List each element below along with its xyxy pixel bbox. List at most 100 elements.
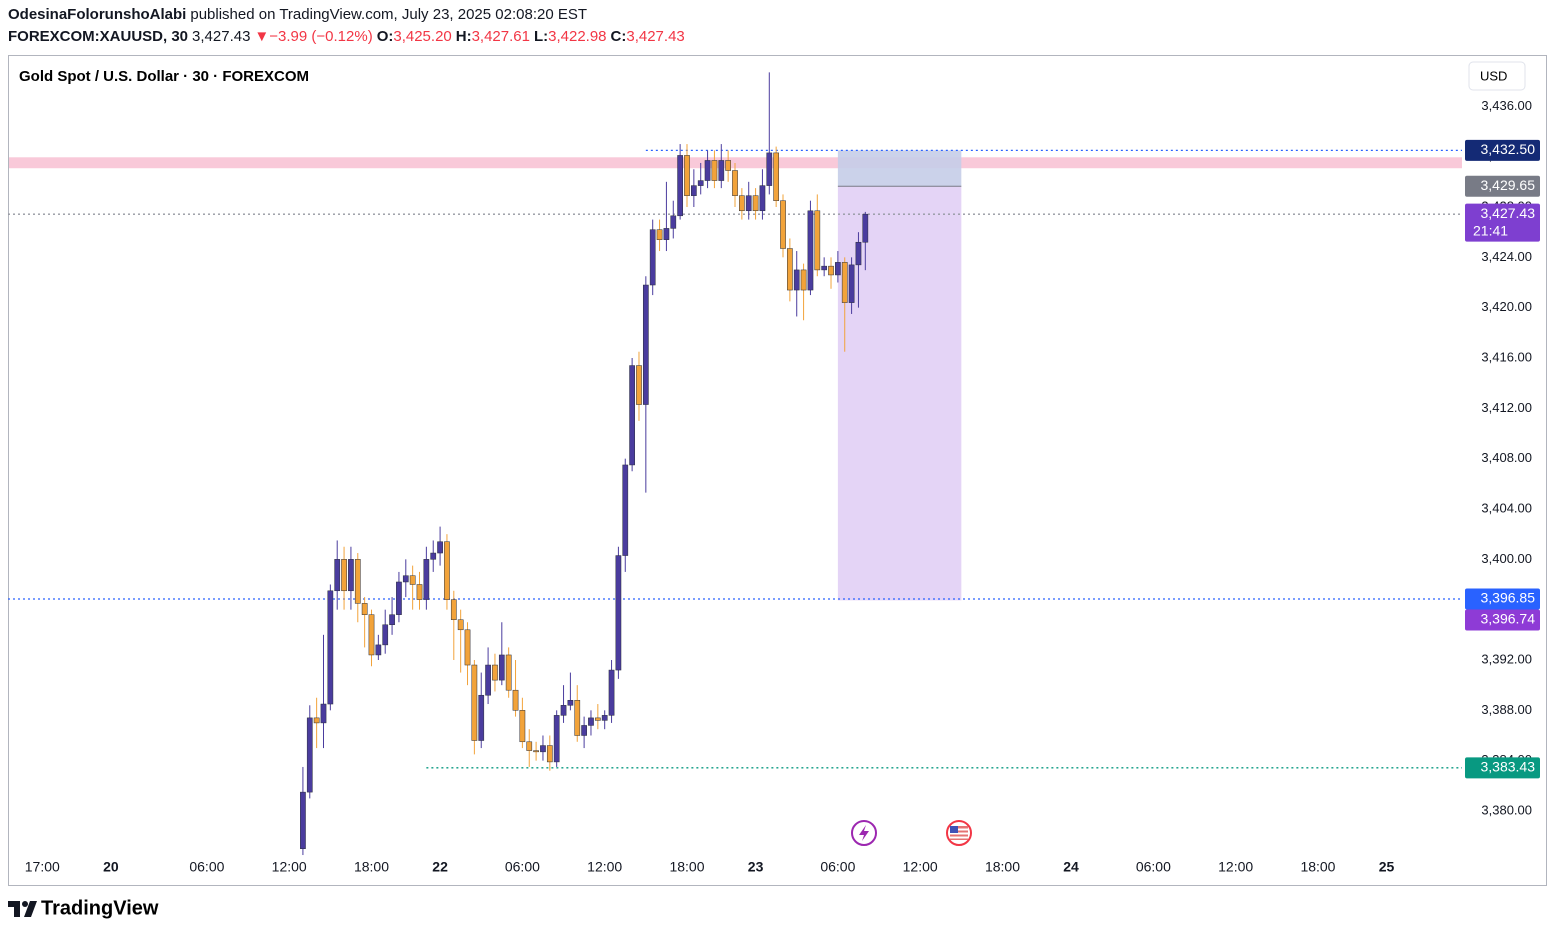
price-badge-label: 3,432.50: [1481, 141, 1536, 157]
x-tick-label: 23: [748, 859, 764, 875]
candle-body: [526, 741, 533, 751]
ohlc: O:3,425.20 H:3,427.61 L:3,422.98 C:3,427.43: [377, 28, 689, 45]
candle-body: [677, 155, 683, 217]
candle-body: [560, 705, 567, 716]
y-tick-label: 3,384.00: [1481, 752, 1532, 767]
candle-body: [382, 624, 389, 646]
x-tick-label: 17:00: [25, 859, 60, 875]
candle-body: [828, 265, 834, 276]
candle-body: [656, 229, 663, 240]
y-tick-label: 3,392.00: [1481, 651, 1532, 666]
candle-body: [615, 555, 622, 671]
x-tick-label: 12:00: [272, 859, 307, 875]
x-tick-label: 12:00: [1218, 859, 1253, 875]
candle-body: [375, 644, 382, 656]
candle-body: [759, 185, 766, 212]
candle-body: [464, 629, 471, 666]
candle-body: [505, 654, 512, 691]
publish-line: OdesinaFolorunshoAlabi published on Tradi…: [8, 6, 591, 23]
currency-box[interactable]: [1468, 61, 1526, 91]
candle-body: [512, 689, 519, 711]
change-arrow: ▼: [254, 28, 270, 45]
target-area: [837, 186, 962, 601]
candle-body: [622, 464, 629, 556]
candle-body: [773, 152, 780, 201]
candle-body: [533, 750, 539, 753]
currency: USD: [1480, 68, 1507, 83]
candle-body: [581, 725, 587, 736]
candle-body: [629, 365, 635, 466]
candle-body: [574, 700, 581, 736]
x-tick-label: 25: [1379, 859, 1395, 875]
ohlc-label: L:: [533, 28, 549, 45]
publish-info: published on TradingView.com, July 23, 2…: [190, 6, 588, 23]
candle-body: [862, 213, 869, 243]
candle-body: [546, 745, 553, 763]
candle-body: [306, 717, 313, 793]
y-tick-label: 3,380.00: [1481, 802, 1532, 817]
candle-body: [704, 160, 711, 181]
candle-body: [423, 559, 430, 600]
candle-body: [780, 200, 786, 249]
ohlc-label: O:: [376, 28, 394, 45]
y-tick-label: 3,400.00: [1481, 551, 1532, 566]
candle-body: [636, 365, 642, 405]
candle-body: [334, 559, 341, 592]
candle-body: [725, 160, 731, 171]
quote-line: FOREXCOM:XAUUSD, 30 3,427.43 ▼−3.99 (−0.12…: [8, 28, 693, 45]
y-tick-label: 3,404.00: [1481, 500, 1532, 515]
candle-body: [841, 262, 848, 303]
candle-body: [711, 160, 718, 181]
x-tick-label: 12:00: [903, 859, 938, 875]
symbol: FOREXCOM:XAUUSD, 30: [8, 28, 189, 45]
ohlc-label: C:: [610, 28, 627, 45]
tradingview-logo: [8, 901, 37, 917]
candle-body: [368, 614, 375, 656]
candle-body: [807, 210, 814, 291]
candle-body: [320, 703, 327, 724]
candle-body: [430, 552, 437, 560]
candle-body: [649, 229, 656, 286]
candle-body: [855, 241, 862, 266]
ohlc-label: H:: [455, 28, 472, 45]
candle-body: [402, 575, 409, 583]
brand: TradingView: [41, 897, 159, 919]
x-tick-label: 18:00: [985, 859, 1020, 875]
candle-body: [752, 195, 759, 212]
candle-body: [567, 700, 574, 706]
candle-body: [821, 265, 828, 271]
candle-body: [519, 710, 526, 743]
x-tick-label: 06:00: [820, 859, 855, 875]
candle-body: [498, 654, 505, 681]
y-tick-label: 3,388.00: [1481, 702, 1532, 717]
lightning-icon[interactable]: [851, 820, 877, 846]
ohlc-value: 3,422.98: [548, 28, 607, 45]
y-tick-label: 3,416.00: [1481, 349, 1532, 364]
candle-body: [848, 264, 855, 303]
us-flag-icon[interactable]: [946, 820, 972, 846]
stop-area: [837, 150, 962, 187]
candle-body: [718, 160, 725, 181]
last-price: 3,427.43: [192, 28, 251, 45]
candle-body: [471, 664, 478, 741]
chart-frame: [8, 55, 1547, 886]
chart-title: Gold Spot / U.S. Dollar · 30 · FOREXCOM: [19, 68, 309, 85]
x-tick-label: 18:00: [669, 859, 704, 875]
price-badge: [1465, 203, 1540, 242]
candle-body: [450, 599, 457, 620]
y-tick-label: 3,428.00: [1481, 198, 1532, 213]
candle-body: [437, 541, 443, 554]
candle-body: [444, 541, 450, 600]
countdown: 21:41: [1473, 222, 1508, 238]
candle-body: [313, 717, 320, 724]
y-tick-label: 3,424.00: [1481, 249, 1532, 264]
candle-body: [745, 195, 752, 212]
candle-body: [594, 717, 601, 721]
candle-body: [800, 269, 807, 291]
price-badge-label: 3,427.43: [1481, 205, 1536, 221]
candle-body: [416, 584, 423, 600]
candle-body: [540, 745, 546, 753]
candle-body: [327, 590, 334, 705]
candle-body: [739, 195, 745, 212]
